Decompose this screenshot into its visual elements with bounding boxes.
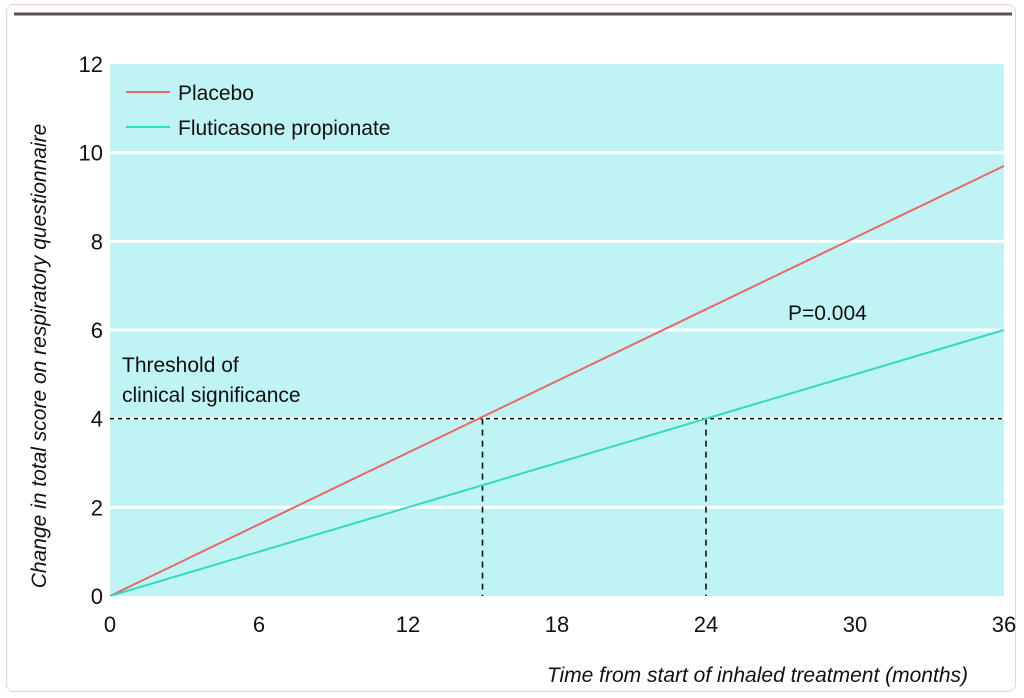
series-line-1 (109, 329, 1005, 597)
y-tick-label-8: 8 (91, 229, 103, 254)
x-tick-label-36: 36 (992, 612, 1016, 637)
y-tick-label-0: 0 (91, 584, 103, 609)
legend-label-placebo: Placebo (178, 82, 254, 105)
x-axis-label: Time from start of inhaled treatment (mo… (547, 664, 968, 687)
x-tick-label-24: 24 (694, 612, 718, 637)
y-axis-label: Change in total score on respiratory que… (28, 124, 51, 589)
y-tick-label-4: 4 (91, 407, 103, 432)
y-tick-label-12: 12 (79, 52, 103, 77)
x-tick-label-30: 30 (843, 612, 867, 637)
y-tick-label-2: 2 (91, 495, 103, 520)
series-line-0 (109, 165, 1005, 597)
x-tick-label-18: 18 (545, 612, 569, 637)
x-tick-label-6: 6 (253, 612, 265, 637)
y-tick-label-10: 10 (79, 141, 103, 166)
threshold-label-line2: clinical significance (122, 384, 301, 407)
x-tick-label-0: 0 (104, 612, 116, 637)
legend-label-fluticasone: Fluticasone propionate (178, 117, 390, 140)
y-tick-label-6: 6 (91, 318, 103, 343)
threshold-label-line1: Threshold of (122, 354, 239, 377)
x-tick-label-12: 12 (396, 612, 420, 637)
p-value-annotation: P=0.004 (788, 302, 867, 325)
legend: Placebo Fluticasone propionate (126, 82, 390, 140)
